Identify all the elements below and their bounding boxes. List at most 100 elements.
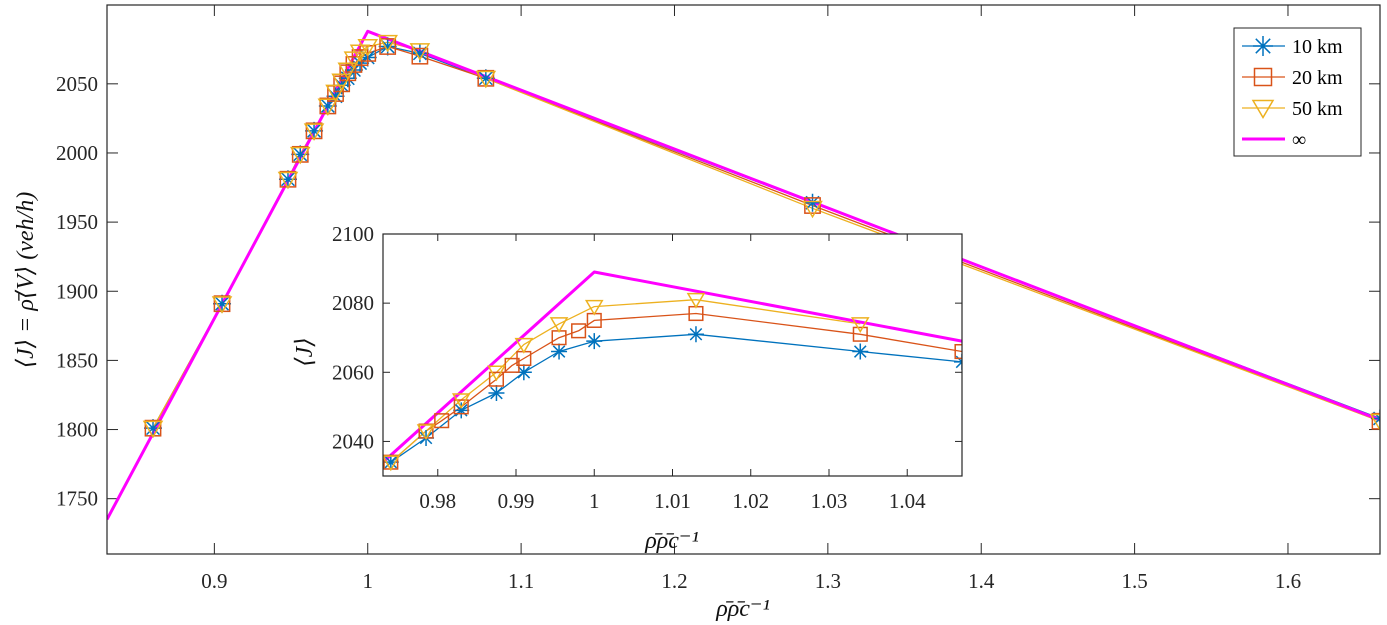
main-point-s2 — [337, 62, 359, 81]
main-point-s2 — [303, 123, 325, 141]
main-series-group — [107, 29, 1380, 521]
main-point-s2 — [331, 73, 352, 92]
main-axes-frame — [106, 4, 1381, 555]
main-point-s2 — [343, 51, 365, 69]
inset-point-s0 — [515, 364, 532, 381]
inset-xtick-label: 1.02 — [732, 489, 769, 513]
main-point-s0 — [410, 44, 429, 63]
main-point-s2 — [377, 34, 398, 53]
inset-point-s1 — [453, 399, 469, 415]
main-point-s0 — [213, 294, 232, 313]
inset-xlabel: ρ̄ρ̄c⁻¹ — [644, 528, 699, 554]
legend-label: ∞ — [1292, 129, 1306, 151]
inset-point-s1 — [488, 371, 505, 387]
legend: 10 km 20 km 50 km ∞ — [1233, 27, 1362, 157]
main-xtick-label: 1.3 — [815, 569, 841, 593]
inset-xtick-label: 1.04 — [889, 489, 926, 513]
main-point-s2 — [289, 146, 311, 165]
main-xtick-label: 1.5 — [1121, 569, 1147, 593]
main-xtick-label: 1.6 — [1275, 569, 1301, 593]
inset-plot: 0.98 0.99 1 1.01 1.02 1.03 1.04 2040 2060 2080 210… — [332, 222, 963, 513]
main-ytick-label: 1750 — [56, 487, 98, 511]
inset-series-line-0 — [390, 333, 962, 463]
main-ytick-label: 1950 — [56, 210, 98, 234]
main-xtick-label: 1 — [362, 569, 373, 593]
inset-point-s2 — [383, 455, 401, 472]
inset-point-s2 — [487, 365, 506, 382]
inset-ytick-label: 2040 — [332, 429, 374, 453]
main-point-s0 — [278, 170, 297, 189]
main-point-s0 — [351, 54, 370, 73]
main-point-s2 — [1369, 413, 1380, 432]
inset-xtick-label: 1.03 — [811, 489, 848, 513]
inset-xtick-label: 1 — [589, 489, 600, 513]
inset-point-s1 — [434, 413, 450, 429]
inset-ytick-label: 2060 — [332, 360, 374, 384]
inset-ytick-label: 2100 — [332, 222, 374, 246]
inset-series-group — [383, 270, 962, 472]
legend-swatch-marker — [1253, 67, 1273, 87]
inset-point-s0 — [551, 343, 568, 360]
main-point-s2 — [475, 70, 497, 89]
main-point-s0 — [344, 60, 363, 79]
inset-point-s2 — [584, 299, 604, 316]
inset-point-s2 — [514, 337, 534, 354]
inset-point-s0 — [488, 385, 505, 402]
main-point-s2 — [211, 296, 233, 314]
main-ytick-label: 2050 — [56, 72, 98, 96]
inset-point-s1 — [954, 343, 962, 360]
main-point-s2 — [142, 420, 164, 439]
main-point-s1 — [379, 38, 397, 55]
legend-label: 50 km — [1292, 98, 1343, 120]
inset-series-line-2 — [390, 299, 861, 463]
main-point-s2 — [277, 171, 299, 190]
main-point-s0 — [803, 193, 822, 212]
main-ytick-label: 1850 — [56, 348, 98, 372]
main-point-s0 — [476, 69, 495, 88]
main-point-s0 — [318, 96, 337, 115]
inset-point-s0 — [383, 454, 399, 471]
main-ytick-label: 1900 — [56, 279, 98, 303]
main-point-s0 — [326, 87, 345, 106]
main-xlabel: ρ̄ρ̄c⁻¹ — [715, 596, 770, 622]
main-point-s0 — [291, 145, 310, 164]
inset-series-line-1 — [390, 312, 962, 463]
main-point-s2 — [357, 38, 379, 57]
inset-point-s0 — [453, 402, 470, 419]
main-point-s2 — [317, 98, 339, 116]
main-point-s0 — [144, 419, 163, 438]
inset-plot-area — [383, 234, 962, 476]
inset-point-s2 — [549, 317, 569, 333]
inset-point-s0 — [586, 333, 603, 350]
inset-point-s0 — [687, 326, 704, 343]
inset-point-s0 — [852, 343, 869, 360]
inset-xtick-label: 0.99 — [498, 489, 535, 513]
main-ytick-label: 1800 — [56, 418, 98, 442]
main-ytick-label: 2000 — [56, 141, 98, 165]
main-series-line-3 — [107, 29, 1380, 521]
inset-ytick-label: 2080 — [332, 291, 374, 315]
inset-axes-frame — [382, 233, 963, 477]
inset-point-s2 — [416, 424, 436, 441]
main-point-s1 — [804, 197, 821, 214]
inset-series-line-3 — [383, 270, 962, 464]
main-xtick-label: 1.1 — [508, 569, 534, 593]
inset-point-s2 — [686, 292, 706, 309]
inset-ylabel: ⟨J⟩ — [292, 337, 318, 366]
main-xtick-label: 1.2 — [661, 569, 687, 593]
inset-point-s2 — [850, 317, 870, 333]
legend-swatch-marker — [1253, 36, 1273, 56]
legend-box — [1233, 27, 1362, 157]
inset-point-s2 — [451, 393, 471, 410]
main-point-s0 — [378, 37, 397, 56]
inset-xtick-label: 0.98 — [419, 489, 456, 513]
main-point-s2 — [409, 43, 431, 61]
main-point-s2 — [349, 44, 371, 63]
main-xtick-label: 0.9 — [201, 569, 227, 593]
main-ylabel: ⟨J⟩ = ρ̄⟨V⟩ (veh/h) — [13, 192, 39, 368]
inset-point-s1 — [852, 326, 868, 342]
legend-label: 20 km — [1292, 67, 1343, 89]
main-point-s0 — [305, 121, 324, 140]
legend-swatch-marker — [1251, 99, 1275, 119]
